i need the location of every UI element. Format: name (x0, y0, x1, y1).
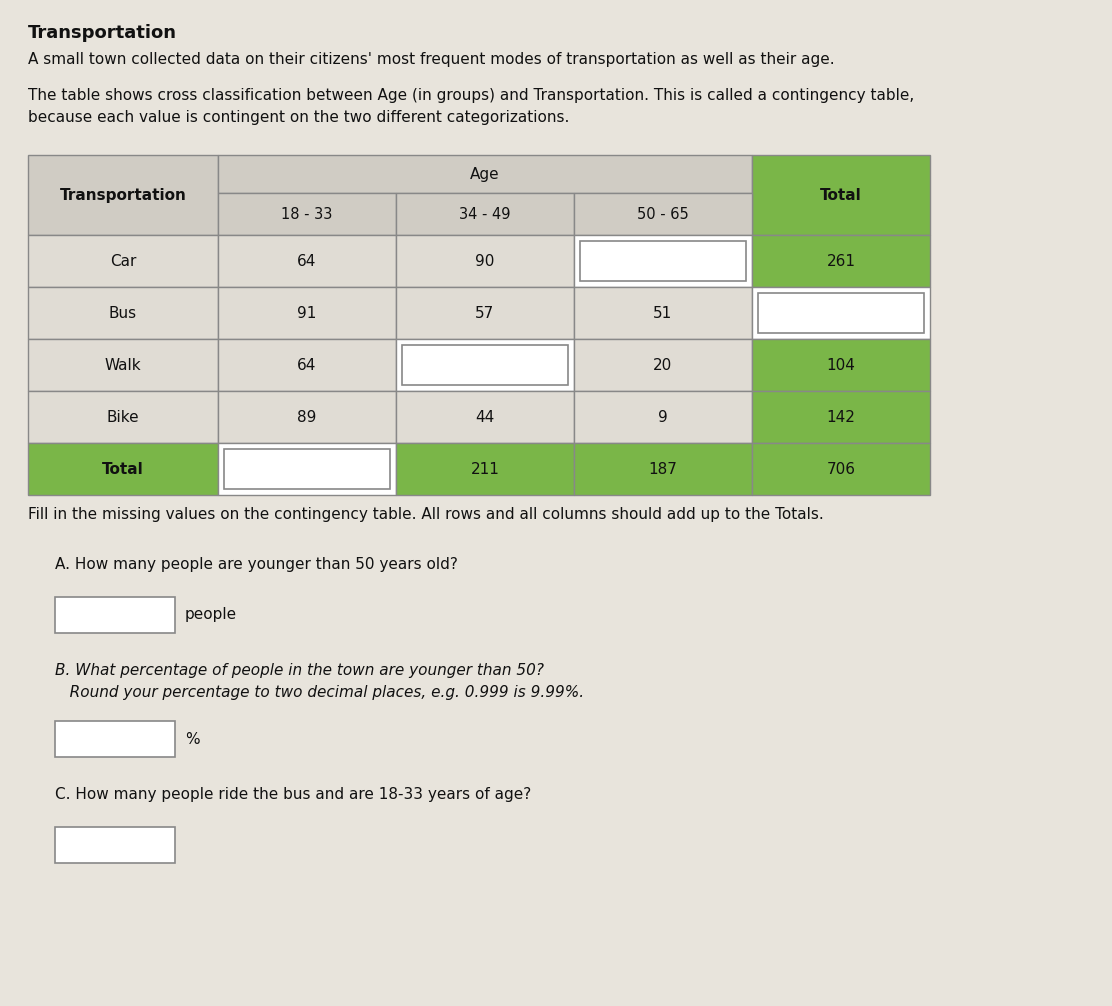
Bar (396, 287, 574, 339)
Bar (758, 293, 924, 333)
Text: because each value is contingent on the two different categorizations.: because each value is contingent on the … (28, 110, 569, 125)
Bar (28, 443, 218, 495)
Bar (574, 287, 752, 339)
Bar (218, 339, 396, 391)
Bar (574, 443, 752, 495)
Bar (574, 235, 752, 287)
Text: 18 - 33: 18 - 33 (281, 206, 332, 221)
Text: Walk: Walk (105, 357, 141, 372)
Bar (28, 287, 218, 339)
Text: 261: 261 (826, 254, 855, 269)
Bar (218, 443, 396, 495)
Text: 706: 706 (826, 462, 855, 477)
Bar (574, 391, 752, 443)
Text: The table shows cross classification between Age (in groups) and Transportation.: The table shows cross classification bet… (28, 88, 914, 103)
Bar (218, 287, 396, 339)
Text: 9: 9 (658, 409, 668, 425)
Text: 104: 104 (826, 357, 855, 372)
Bar (752, 155, 930, 235)
Text: Total: Total (821, 187, 862, 202)
Bar (224, 449, 390, 489)
Bar (218, 391, 396, 443)
Bar (580, 241, 746, 281)
Bar (396, 339, 574, 391)
Text: 187: 187 (648, 462, 677, 477)
Text: Bus: Bus (109, 306, 137, 321)
Bar (752, 391, 930, 443)
Text: A. How many people are younger than 50 years old?: A. How many people are younger than 50 y… (54, 557, 458, 572)
Text: Bike: Bike (107, 409, 139, 425)
Bar (218, 193, 396, 235)
Text: 64: 64 (297, 357, 317, 372)
Text: people: people (185, 608, 237, 623)
Text: 142: 142 (826, 409, 855, 425)
Text: 20: 20 (654, 357, 673, 372)
Bar (28, 391, 218, 443)
Text: Round your ​percentage to two decimal places​, e.g. 0.999 is 9.99%.: Round your ​percentage to two decimal pl… (54, 685, 584, 700)
Text: 57: 57 (475, 306, 495, 321)
Text: 44: 44 (475, 409, 495, 425)
Bar (396, 391, 574, 443)
Bar (574, 193, 752, 235)
Text: Age: Age (470, 167, 499, 181)
Text: 89: 89 (297, 409, 317, 425)
Bar (28, 235, 218, 287)
Text: Total: Total (102, 462, 143, 477)
Bar (218, 235, 396, 287)
Bar (396, 443, 574, 495)
Text: 91: 91 (297, 306, 317, 321)
Text: B. What ​percentage​ of people in the town are younger than 50?: B. What ​percentage​ of people in the to… (54, 663, 544, 678)
Bar (54, 597, 175, 633)
Text: Car: Car (110, 254, 136, 269)
Text: 34 - 49: 34 - 49 (459, 206, 510, 221)
Text: 64: 64 (297, 254, 317, 269)
Bar (752, 443, 930, 495)
Bar (54, 721, 175, 757)
Bar (574, 339, 752, 391)
Text: Transportation: Transportation (60, 187, 187, 202)
Bar (396, 235, 574, 287)
Bar (28, 339, 218, 391)
Bar (752, 287, 930, 339)
Text: 50 - 65: 50 - 65 (637, 206, 688, 221)
Bar (54, 827, 175, 863)
Bar (396, 193, 574, 235)
Text: 90: 90 (475, 254, 495, 269)
Bar (752, 339, 930, 391)
Text: %: % (185, 731, 200, 746)
Text: Transportation: Transportation (28, 24, 177, 42)
Bar (218, 155, 752, 193)
Bar (403, 345, 568, 385)
Text: A small town collected data on their citizens' most frequent modes of transporta: A small town collected data on their cit… (28, 52, 835, 67)
Text: Fill in the missing values on the contingency table. All rows and all columns sh: Fill in the missing values on the contin… (28, 507, 824, 522)
Text: C. How many people ride the bus and are 18-33 years of age?: C. How many people ride the bus and are … (54, 787, 532, 802)
Text: 51: 51 (654, 306, 673, 321)
Bar (28, 155, 218, 235)
Bar (752, 235, 930, 287)
Text: 211: 211 (470, 462, 499, 477)
